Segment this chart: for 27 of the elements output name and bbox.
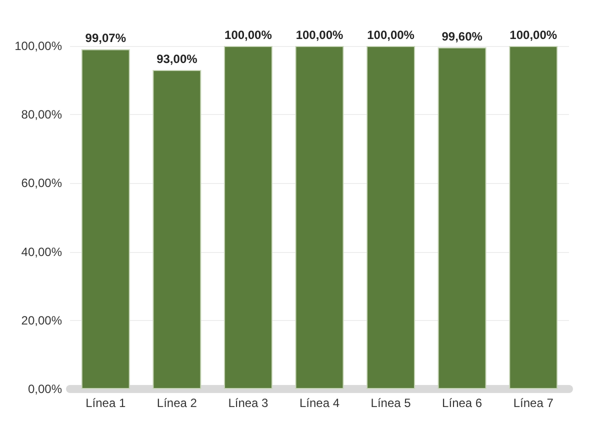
x-tick-label: Línea 1 [86,396,126,410]
x-tick-label: Línea 3 [228,396,269,410]
data-label: 100,00% [224,28,272,42]
bar [366,46,416,389]
bar [438,47,486,389]
data-label: 93,00% [156,52,198,66]
bar [81,49,130,389]
y-tick-label: 0,00% [28,382,62,396]
x-tick-label: Línea 7 [513,396,554,410]
data-label: 99,07% [85,31,126,46]
x-tick-label: Línea 2 [156,396,198,410]
y-tick-label: 60,00% [21,176,62,190]
y-tick-label: 40,00% [21,244,62,259]
data-label: 100,00% [296,28,344,42]
bar [224,46,272,389]
x-tick-label: Línea 5 [370,396,412,410]
data-label: 100,00% [367,28,415,42]
y-tick-label: 80,00% [21,108,62,122]
x-tick-label: Línea 4 [299,396,340,410]
bar [509,46,558,389]
bar [295,46,344,389]
data-label: 99,60% [442,29,483,44]
y-tick-label: 20,00% [21,313,62,328]
x-tick-label: Línea 6 [442,396,482,410]
bar [152,70,202,389]
data-label: 100,00% [510,28,558,42]
y-tick-label: 100,00% [14,39,62,53]
